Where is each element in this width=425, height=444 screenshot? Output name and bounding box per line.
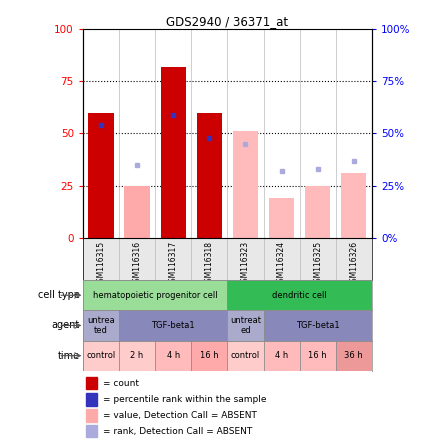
Bar [341, 173, 366, 238]
Bar [86, 425, 97, 437]
Bar [300, 341, 336, 371]
Bar [125, 186, 150, 238]
Text: = rank, Detection Call = ABSENT: = rank, Detection Call = ABSENT [103, 427, 252, 436]
Bar [88, 112, 113, 238]
Text: GSM116316: GSM116316 [133, 242, 142, 287]
Text: 16 h: 16 h [200, 351, 218, 360]
Bar [119, 310, 227, 341]
Bar [83, 341, 119, 371]
Text: GSM116324: GSM116324 [277, 242, 286, 287]
Text: hematopoietic progenitor cell: hematopoietic progenitor cell [93, 291, 218, 300]
Text: 36 h: 36 h [344, 351, 363, 360]
Title: GDS2940 / 36371_at: GDS2940 / 36371_at [166, 15, 289, 28]
Text: untreat
ed: untreat ed [230, 316, 261, 335]
Text: agent: agent [52, 321, 80, 330]
Bar [155, 341, 191, 371]
Text: = count: = count [103, 379, 139, 388]
Text: time: time [58, 351, 80, 361]
Text: GSM116315: GSM116315 [96, 242, 105, 287]
Text: dendritic cell: dendritic cell [272, 291, 327, 300]
Bar [86, 393, 97, 406]
Text: untrea
ted: untrea ted [87, 316, 115, 335]
Text: = value, Detection Call = ABSENT: = value, Detection Call = ABSENT [103, 411, 257, 420]
Text: = percentile rank within the sample: = percentile rank within the sample [103, 395, 266, 404]
Bar [264, 341, 300, 371]
Text: GSM116323: GSM116323 [241, 242, 250, 287]
Bar [227, 310, 264, 341]
Bar [86, 377, 97, 389]
Text: control: control [231, 351, 260, 360]
Text: control: control [86, 351, 116, 360]
Bar [161, 67, 186, 238]
Bar [197, 112, 222, 238]
Text: GSM116318: GSM116318 [205, 242, 214, 287]
Text: 2 h: 2 h [130, 351, 144, 360]
Bar [191, 341, 227, 371]
Text: TGF-beta1: TGF-beta1 [296, 321, 340, 330]
Bar [336, 341, 372, 371]
Bar [269, 198, 294, 238]
Bar [305, 186, 330, 238]
Text: TGF-beta1: TGF-beta1 [151, 321, 195, 330]
Bar [227, 341, 264, 371]
Text: GSM116325: GSM116325 [313, 242, 322, 287]
Text: GSM116326: GSM116326 [349, 242, 358, 287]
Bar [227, 280, 372, 310]
Bar [83, 310, 119, 341]
Text: cell type: cell type [38, 290, 80, 300]
Bar [233, 131, 258, 238]
Bar [264, 310, 372, 341]
Text: GSM116317: GSM116317 [169, 242, 178, 287]
Bar [119, 341, 155, 371]
Text: 16 h: 16 h [309, 351, 327, 360]
Text: 4 h: 4 h [167, 351, 180, 360]
Text: 4 h: 4 h [275, 351, 288, 360]
Bar [86, 409, 97, 422]
Bar [83, 280, 227, 310]
